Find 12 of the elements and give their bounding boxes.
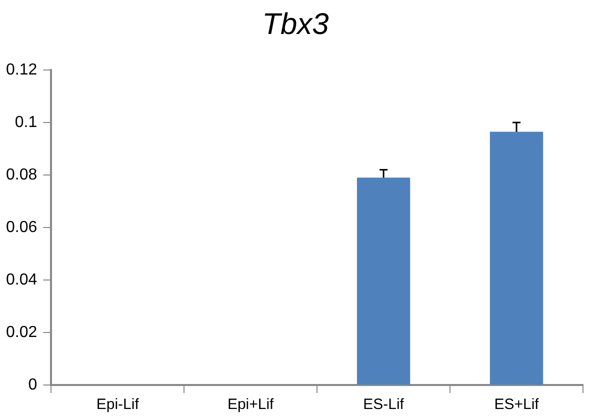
y-tick-label: 0.06 bbox=[6, 218, 38, 236]
y-tick-label: 0.04 bbox=[6, 271, 38, 288]
y-tick-label: 0.1 bbox=[14, 114, 38, 131]
x-tick-label: Epi-Lif bbox=[96, 396, 140, 414]
x-tick-label: Epi+Lif bbox=[227, 396, 275, 414]
y-tick-label: 0 bbox=[28, 376, 38, 394]
y-tick-label: 0.12 bbox=[6, 61, 38, 78]
y-tick-label: 0.08 bbox=[6, 166, 38, 184]
y-tick-label: 0.02 bbox=[6, 324, 38, 341]
chart-title: Tbx3 bbox=[261, 8, 330, 42]
x-tick-label: ES-Lif bbox=[363, 396, 405, 414]
x-tick-label: ES+Lif bbox=[494, 396, 540, 414]
